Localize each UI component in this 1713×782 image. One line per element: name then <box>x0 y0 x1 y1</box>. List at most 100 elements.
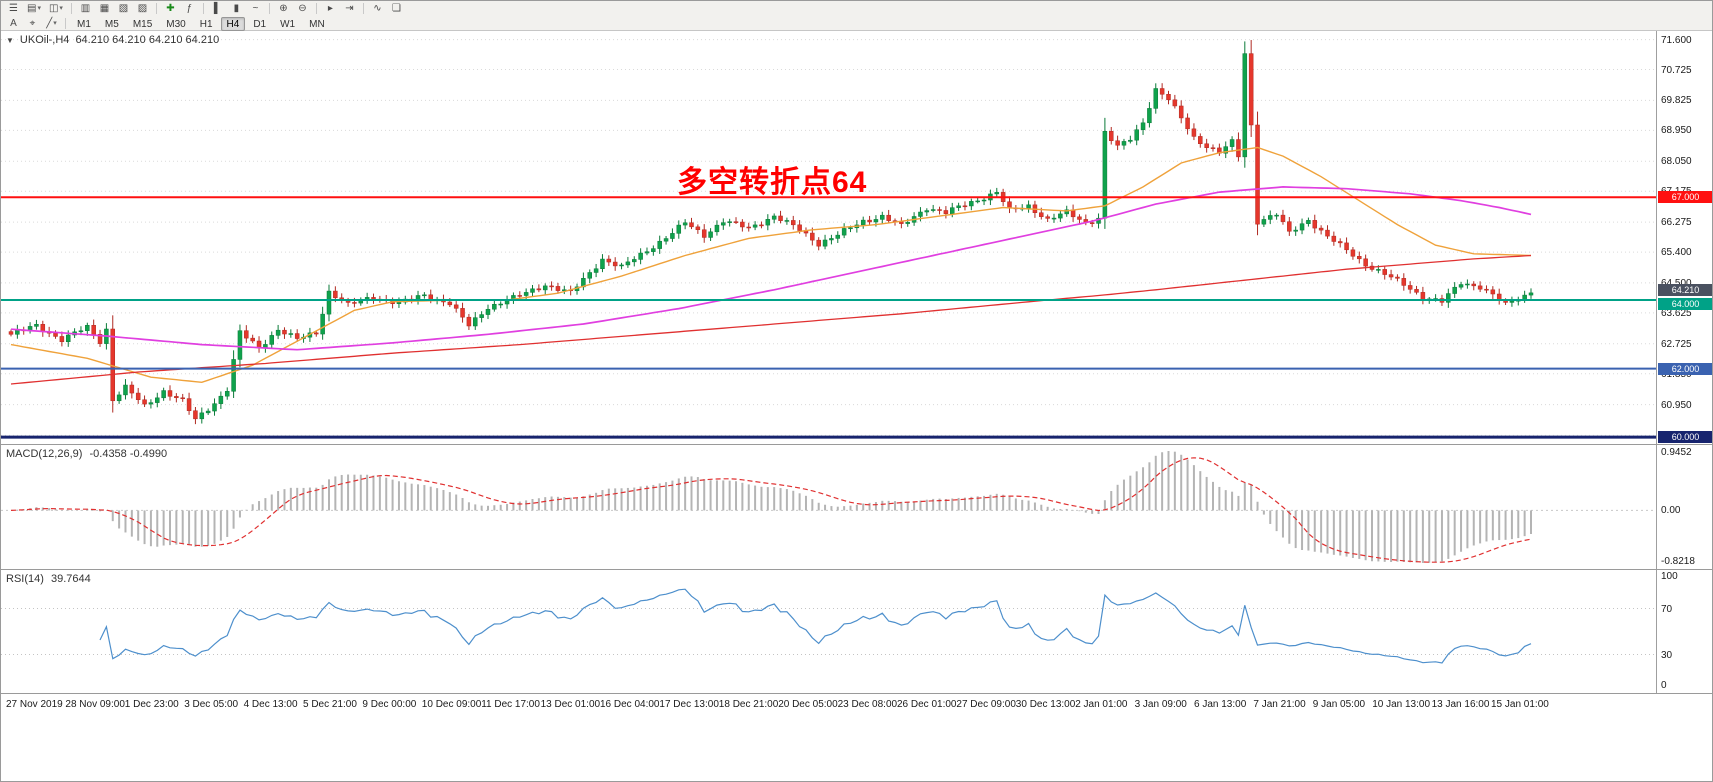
time-axis-label: 10 Jan 13:00 <box>1372 699 1431 710</box>
time-axis-label: 11 Dec 17:00 <box>481 699 540 710</box>
toolbar-separator <box>202 3 204 14</box>
macd-indicator-pane[interactable]: MACD(12,26,9) -0.4358 -0.4990 0.9452 0.00… <box>1 444 1712 569</box>
time-axis-label: 1 Dec 23:00 <box>124 699 179 710</box>
indicators-button[interactable]: ∿ <box>369 2 386 15</box>
new-chart-icon: ▤ <box>27 2 37 14</box>
auto-scroll-button[interactable]: ▸ <box>322 2 339 15</box>
chart-shift-button[interactable]: ⇥ <box>341 2 358 15</box>
timeframe-h4-button[interactable]: H4 <box>220 16 246 31</box>
macd-axis[interactable]: 0.9452 0.00 -0.8218 <box>1656 445 1712 569</box>
chart-candles-button[interactable]: ▮ <box>228 2 245 15</box>
timeframe-m30-button[interactable]: M30 <box>166 18 186 30</box>
rsi-name-label: RSI(14) <box>6 573 44 585</box>
zoom-in-button[interactable]: ⊕ <box>275 2 292 15</box>
price-tick-label: 63.625 <box>1661 307 1692 319</box>
time-axis-label: 13 Jan 16:00 <box>1431 699 1490 710</box>
macd-plot[interactable] <box>1 445 1656 569</box>
time-axis-label: 9 Dec 00:00 <box>362 699 417 710</box>
toolbar-separator <box>315 3 317 14</box>
main-chart-pane[interactable]: ▼ UKOil-,H4 64.210 64.210 64.210 64.210 … <box>1 31 1712 444</box>
dropdown-arrow-icon: ▾ <box>59 4 63 12</box>
text-label-tool-button[interactable]: A <box>5 17 22 30</box>
rsi-indicator-pane[interactable]: RSI(14) 39.7644 100 70 30 0 <box>1 569 1712 693</box>
time-axis-label: 26 Dec 01:00 <box>897 699 957 710</box>
current-price-badge: 64.210 <box>1658 283 1712 296</box>
time-axis[interactable]: 27 Nov 2019 28 Nov 09:00 1 Dec 23:00 3 Dec … <box>1 693 1712 717</box>
chart-bars-button[interactable]: ▌ <box>209 2 226 15</box>
zoom-in-icon: ⊕ <box>279 2 288 14</box>
price-line-badge-67000: 67.000 <box>1658 191 1712 204</box>
rsi-plot[interactable] <box>1 570 1656 693</box>
timeframe-h1-button[interactable]: H1 <box>199 18 213 30</box>
time-axis-label: 28 Nov 09:00 <box>65 699 125 710</box>
price-tick-label: 70.725 <box>1661 64 1692 76</box>
menu-icon: ☰ <box>9 2 18 14</box>
timeframe-m1-button[interactable]: M1 <box>77 18 91 30</box>
rsi-axis-label: 100 <box>1661 571 1678 582</box>
tile-windows-button[interactable]: ❏ <box>388 2 405 15</box>
crosshair-tool-button[interactable]: ⌖ <box>24 17 41 30</box>
price-line-badge-62000: 62.000 <box>1658 362 1712 375</box>
toolbar-row-1: ☰ ▤ ▾ ◫ ▾ ▥ ▦ ▧ ▨ ✚ ƒ ▌ ▮ ~ ⊕ ⊖ ▸ ⇥ ∿ ❏ <box>4 1 1709 16</box>
data-window-icon: ▦ <box>99 2 110 14</box>
chart-collapse-icon[interactable]: ▼ <box>6 35 14 45</box>
auto-scroll-icon: ▸ <box>327 2 333 14</box>
price-tick-label: 68.050 <box>1661 156 1692 168</box>
time-axis-label: 27 Dec 09:00 <box>956 699 1016 710</box>
chart-annotation-text[interactable]: 多空转折点64 <box>677 166 868 199</box>
market-watch-button[interactable]: ▥ <box>77 2 94 15</box>
toolbar-separator <box>65 18 66 29</box>
chart-line-button[interactable]: ~ <box>247 2 264 15</box>
price-tick-label: 65.400 <box>1661 247 1692 259</box>
time-axis-label: 3 Dec 05:00 <box>184 699 239 710</box>
navigator-button[interactable]: ▧ <box>115 2 132 15</box>
time-axis-label: 15 Jan 01:00 <box>1491 699 1549 710</box>
toolbar-separator <box>362 3 364 14</box>
new-chart-button[interactable]: ▤ ▾ <box>24 2 44 15</box>
timeframe-m15-button[interactable]: M15 <box>132 18 153 30</box>
shapes-tool-button[interactable]: ╱ ▾ <box>43 17 60 30</box>
price-tick-label: 64.500 <box>1661 278 1692 289</box>
expert-advisors-button[interactable]: ƒ <box>181 2 198 15</box>
time-axis-label: 18 Dec 21:00 <box>718 699 779 710</box>
new-order-icon: ✚ <box>166 2 175 14</box>
timeframe-d1-button[interactable]: D1 <box>253 18 267 30</box>
rsi-axis-label: 30 <box>1661 649 1673 661</box>
chart-symbol-label: UKOil-,H4 <box>19 34 70 46</box>
timeframe-m5-button[interactable]: M5 <box>104 18 119 30</box>
macd-name-label: MACD(12,26,9) <box>6 448 83 460</box>
price-tick-label: 60.950 <box>1661 399 1692 411</box>
time-axis-label: 10 Dec 09:00 <box>421 699 482 710</box>
data-window-button[interactable]: ▦ <box>96 2 113 15</box>
time-axis-label: 2 Jan 01:00 <box>1075 699 1128 710</box>
rsi-axis-label: 70 <box>1661 603 1673 615</box>
price-line-badge-64000: 64.000 <box>1658 298 1712 311</box>
macd-current-values: -0.4358 -0.4990 <box>89 448 168 460</box>
text-label-tool-icon: A <box>10 17 17 29</box>
timeframe-w1-button[interactable]: W1 <box>280 18 296 30</box>
time-axis-label: 17 Dec 13:00 <box>659 699 719 710</box>
profiles-button[interactable]: ◫ ▾ <box>46 2 66 15</box>
navigator-icon: ▧ <box>118 2 129 14</box>
timeframe-mn-button[interactable]: MN <box>309 18 325 30</box>
candlestick-plot[interactable] <box>1 31 1656 444</box>
zoom-out-button[interactable]: ⊖ <box>294 2 311 15</box>
price-axis[interactable]: 71.60070.72569.82568.95068.05067.17566.2… <box>1656 31 1712 444</box>
time-axis-label: 7 Jan 21:00 <box>1253 699 1306 710</box>
time-axis-label: 30 Dec 13:00 <box>1015 699 1076 710</box>
price-tick-label: 69.825 <box>1661 95 1692 107</box>
toolbar-row-2: A ⌖ ╱ ▾ M1 M5 M15 M30 H1 H4 D1 W1 MN <box>4 16 1709 31</box>
expert-advisors-icon: ƒ <box>186 2 193 14</box>
macd-axis-label: 0.9452 <box>1661 447 1692 458</box>
time-axis-label: 9 Jan 05:00 <box>1312 699 1366 710</box>
terminal-button[interactable]: ▨ <box>134 2 151 15</box>
rsi-axis-label: 0 <box>1661 680 1667 691</box>
menu-button[interactable]: ☰ <box>5 2 22 15</box>
toolbar-separator <box>70 3 72 14</box>
market-watch-icon: ▥ <box>80 2 91 14</box>
new-order-button[interactable]: ✚ <box>162 2 179 15</box>
dropdown-arrow-icon: ▾ <box>37 4 41 12</box>
zoom-out-icon: ⊖ <box>298 2 307 14</box>
rsi-axis[interactable]: 100 70 30 0 <box>1656 570 1712 693</box>
